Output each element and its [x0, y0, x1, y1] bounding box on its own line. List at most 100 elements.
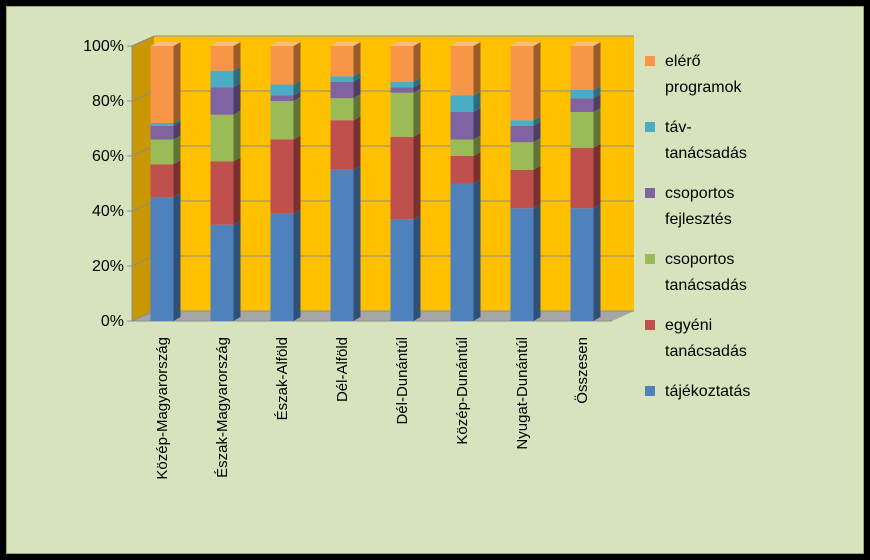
bar-segment-front [570, 147, 594, 209]
bar-segment-front [210, 224, 234, 321]
legend-label: csoportos [665, 251, 734, 268]
bar-segment-front [150, 125, 174, 140]
y-tick-label: 20% [92, 258, 124, 275]
y-tick-label: 80% [92, 93, 124, 110]
bar-segment [210, 42, 241, 71]
bar-segment-front [390, 87, 414, 93]
legend-item: tájékoztatás [645, 383, 750, 400]
y-tick-label: 100% [83, 38, 124, 55]
x-category-label: Összesen [573, 337, 591, 404]
bar-segment [570, 108, 601, 148]
bar-segment-side [533, 204, 541, 321]
legend-label: egyéni [665, 317, 712, 334]
x-category-label: Dél-Alföld [334, 337, 351, 402]
bar-segment-side [413, 42, 421, 82]
bar-segment [510, 138, 541, 170]
bar-segment-front [390, 92, 414, 137]
bar-segment-front [270, 46, 294, 85]
bar-segment [270, 135, 301, 214]
x-category-label: Nyugat-Dunántúl [514, 337, 531, 450]
bar-segment-front [510, 125, 534, 143]
legend-label: tájékoztatás [665, 383, 750, 400]
bars [150, 42, 601, 321]
bar-segment [510, 204, 541, 321]
bar-segment [390, 132, 421, 220]
bar-segment-front [210, 46, 234, 71]
bar-segment-front [510, 208, 534, 321]
bar-segment [330, 165, 361, 321]
bar-segment-front [390, 46, 414, 82]
bar-segment-side [473, 179, 481, 321]
bar-segment-side [293, 42, 301, 85]
bar-segment [510, 42, 541, 121]
bar-segment-side [533, 116, 541, 126]
bar-segment-front [510, 142, 534, 170]
bar-segment-top [210, 42, 241, 46]
bar-segment-front [390, 219, 414, 321]
bar-segment-front [450, 156, 474, 184]
bar-segment-side [353, 116, 361, 170]
bar-segment-front [450, 95, 474, 112]
bar-segment-side [593, 86, 601, 99]
bar-segment-side [233, 110, 241, 162]
bar-segment-side [593, 94, 601, 112]
bar-segment [570, 143, 601, 209]
bar-segment-side [173, 121, 181, 140]
bar-segment-front [510, 46, 534, 121]
bar-segment-side [533, 138, 541, 170]
bar-segment-front [450, 183, 474, 321]
bar-segment [150, 42, 181, 123]
legend-label: fejlesztés [665, 211, 732, 228]
bar-segment [390, 88, 421, 137]
legend-item: egyéni tanácsadás [645, 317, 747, 360]
bar-segment-front [270, 95, 294, 101]
bar-segment-side [413, 132, 421, 220]
bar-segment-side [473, 152, 481, 184]
bar-segment-front [390, 81, 414, 88]
legend-label: tanácsadás [665, 145, 747, 162]
x-category-label: Észak-Alföld [274, 337, 291, 420]
bar-segment-front [270, 101, 294, 140]
bar-segment [270, 42, 301, 85]
bar-segment-front [450, 139, 474, 156]
bar-segment [210, 83, 241, 115]
bar-segment-side [533, 121, 541, 143]
bar-segment-side [233, 42, 241, 71]
bar-segment-front [570, 46, 594, 90]
bar-segment-front [570, 98, 594, 112]
bar-segment-side [593, 42, 601, 90]
legend-swatch [645, 386, 655, 396]
bar-segment-side [173, 160, 181, 198]
bar-segment-front [270, 139, 294, 214]
bar-segment-side [233, 66, 241, 88]
bar-segment-top [270, 42, 301, 46]
legend-swatch [645, 254, 655, 264]
bar-segment-front [330, 76, 354, 82]
legend-item: elérő programok [645, 53, 742, 96]
bar-segment-top [510, 42, 541, 46]
bar-segment-side [413, 83, 421, 93]
bar-segment-side [473, 108, 481, 140]
bar-segment-front [330, 81, 354, 99]
bar-segment [450, 42, 481, 96]
bar-segment-front [330, 46, 354, 77]
bar-segment-side [233, 83, 241, 115]
bar-segment-front [150, 197, 174, 321]
bar-segment [330, 116, 361, 170]
bar-segment-front [150, 164, 174, 198]
bar-segment-side [413, 77, 421, 88]
bar-segment-front [210, 87, 234, 115]
y-tick-label: 40% [92, 203, 124, 220]
bar-segment-side [293, 135, 301, 214]
bar-segment-front [150, 139, 174, 165]
bar-segment-side [533, 165, 541, 209]
bar-segment-side [593, 108, 601, 148]
bar-segment-top [450, 42, 481, 46]
bar-segment-side [173, 119, 181, 126]
x-category-label: Közép-Dunántúl [454, 337, 471, 445]
legend-swatch [645, 320, 655, 330]
bar-segment-front [570, 90, 594, 99]
bar-segment [390, 42, 421, 82]
legend-swatch [645, 188, 655, 198]
bar-segment [150, 135, 181, 165]
